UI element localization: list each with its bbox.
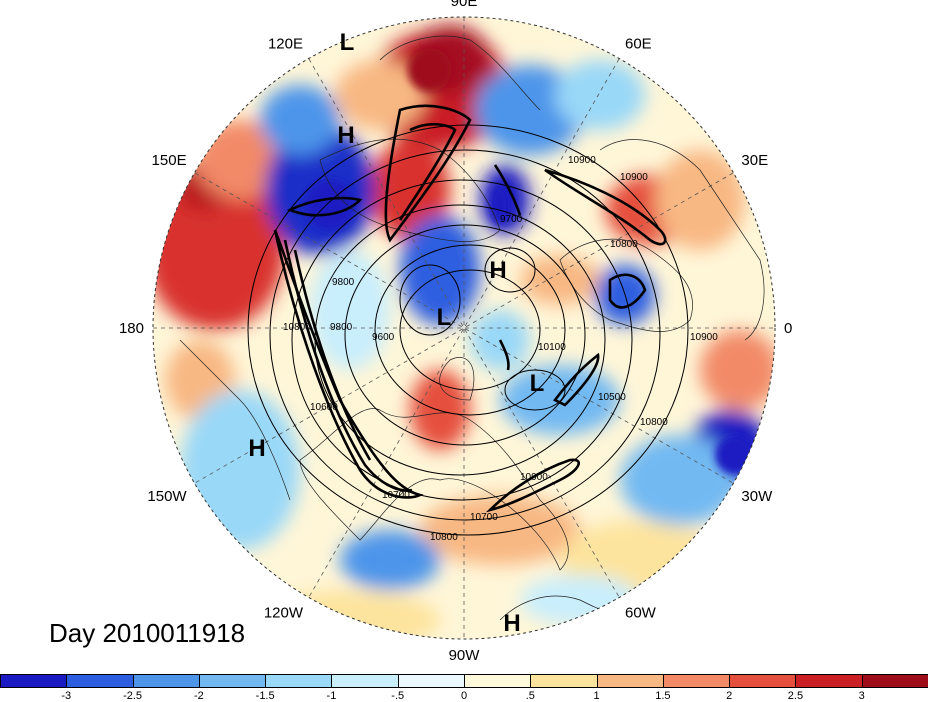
colorbar-swatch bbox=[331, 674, 399, 688]
colorbar-swatch bbox=[66, 674, 134, 688]
colorbar-swatch bbox=[0, 674, 68, 688]
contour-label: 9800 bbox=[330, 322, 353, 333]
colorbar-swatch bbox=[729, 674, 797, 688]
contour-label: 10900 bbox=[568, 155, 596, 166]
pressure-centers: L H H L L H H bbox=[248, 29, 544, 637]
longitude-label: 90E bbox=[451, 0, 478, 10]
colorbar-swatch bbox=[662, 674, 731, 688]
longitude-label: 150E bbox=[152, 152, 187, 169]
longitude-label: 60E bbox=[625, 36, 652, 53]
colorbar-swatch bbox=[795, 674, 863, 688]
high-pressure-label: H bbox=[248, 435, 265, 462]
colorbar-swatch bbox=[464, 674, 532, 688]
longitude-label: 0 bbox=[784, 320, 792, 337]
low-pressure-label: L bbox=[340, 29, 355, 56]
longitude-label: 60W bbox=[625, 604, 657, 621]
contour-label: 10800 bbox=[640, 417, 668, 428]
colorbar-swatch bbox=[265, 674, 333, 688]
colorbar-tick-label: -2.5 bbox=[123, 690, 143, 702]
low-pressure-label: L bbox=[530, 370, 545, 397]
colorbar-tick-label: -2 bbox=[193, 690, 204, 702]
colorbar-tick-label: -1.5 bbox=[255, 690, 275, 702]
contour-label: 10700 bbox=[382, 490, 410, 501]
colorbar-tick-label: 3 bbox=[858, 690, 865, 702]
colorbar-swatch bbox=[132, 674, 200, 688]
contour-label: 10100 bbox=[538, 342, 566, 353]
map-boundary bbox=[152, 16, 776, 640]
longitude-labels: 90E 60E 30E 0 30W 60W 90W 120W 150W 180 150E 120E bbox=[119, 0, 792, 664]
coastlines bbox=[179, 35, 765, 621]
contour-label: 10600 bbox=[310, 402, 338, 413]
contour-label: 10700 bbox=[470, 512, 498, 523]
contour-label: 9800 bbox=[332, 277, 355, 288]
colorbar-tick-label: 2.5 bbox=[787, 690, 804, 702]
longitude-label: 120W bbox=[264, 604, 304, 621]
colorbar-swatch bbox=[596, 674, 664, 688]
contour-label: 10800 bbox=[610, 239, 638, 250]
colorbar-swatch bbox=[198, 674, 267, 688]
contour-labels: 10900 10800 10900 9800 9800 9600 9700 10… bbox=[283, 155, 718, 543]
contour-label: 10900 bbox=[620, 172, 648, 183]
contour-label: 9600 bbox=[372, 332, 395, 343]
colorbar-tick-label: -3 bbox=[61, 690, 72, 702]
high-pressure-label: H bbox=[503, 610, 520, 637]
longitude-label: 180 bbox=[119, 320, 144, 337]
colorbar-tick-label: 2 bbox=[726, 690, 733, 702]
colorbar-swatch bbox=[397, 674, 465, 688]
contour-label: 10500 bbox=[598, 392, 626, 403]
longitude-label: 90W bbox=[449, 647, 481, 664]
colorbar-tick-label: 1 bbox=[593, 690, 600, 702]
contour-label: 10800 bbox=[430, 532, 458, 543]
longitude-label: 30W bbox=[741, 488, 773, 505]
colorbar-swatch bbox=[861, 674, 928, 688]
colorbar-tick-label: .5 bbox=[525, 690, 535, 702]
contour-label: 10900 bbox=[520, 472, 548, 483]
colorbar-tick-label: 0 bbox=[460, 690, 468, 702]
contour-label: 9700 bbox=[500, 214, 523, 225]
colorbar-tick-label: -.5 bbox=[391, 690, 405, 702]
map-title: Day 2010011918 bbox=[49, 618, 246, 648]
contour-label: 10800 bbox=[283, 322, 311, 333]
longitude-label: 120E bbox=[268, 36, 303, 53]
colorbar-tick-label: 1.5 bbox=[655, 690, 671, 702]
longitude-label: 150W bbox=[147, 488, 187, 505]
polar-stereographic-map: 10900 10800 10900 9800 9800 9600 9700 10… bbox=[119, 0, 792, 664]
jet-contours bbox=[273, 104, 667, 513]
contour-label: 10900 bbox=[690, 332, 718, 343]
high-pressure-label: H bbox=[489, 257, 506, 284]
longitude-label: 30E bbox=[741, 152, 768, 169]
colorbar-swatch bbox=[530, 674, 598, 688]
colorbar: -3 -2.5 -2 -1.5 -1 -.5 0 .5 1 1.5 2 2.5 3 bbox=[0, 674, 928, 702]
high-pressure-label: H bbox=[337, 122, 354, 149]
low-pressure-label: L bbox=[437, 304, 452, 331]
colorbar-tick-label: -1 bbox=[326, 690, 337, 702]
